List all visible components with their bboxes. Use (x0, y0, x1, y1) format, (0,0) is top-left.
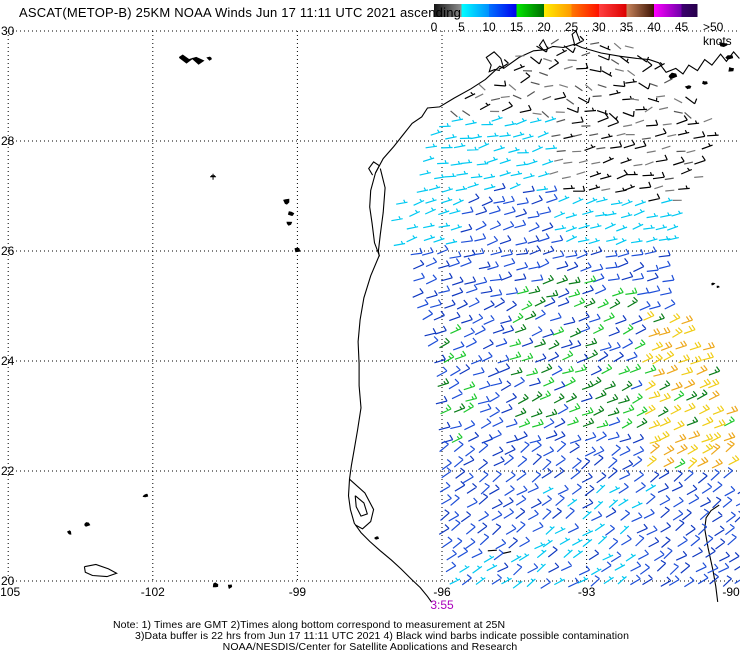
lat-tick-label: 22 (1, 464, 15, 478)
island-or-lake-blob (719, 42, 728, 48)
island-or-lake-blob (227, 584, 233, 589)
coastline-amistad-reservoir (178, 54, 205, 65)
island-or-lake-blob (66, 530, 72, 535)
colorbar-tick-label: 20 (537, 20, 551, 34)
wind-barbs-0f38c0 (412, 182, 740, 587)
colorbar-segment (654, 4, 682, 17)
colorbar-tick-label: 30 (592, 20, 606, 34)
island-or-lake-blob (283, 198, 290, 205)
lon-tick-label: -90 (722, 585, 740, 599)
island-or-lake-blob (725, 55, 734, 60)
page-title: ASCAT(METOP-B) 25KM NOAA Winds Jun 17 11… (19, 5, 462, 20)
colorbar-tick-label: 15 (509, 20, 524, 34)
note-line-1: Note: 1) Times are GMT 2)Times along bot… (113, 619, 506, 631)
wind-barbs-eda81c (648, 315, 739, 469)
wind-barbs-1ec82e (440, 275, 735, 469)
colorbar-tick-label: 10 (482, 20, 496, 34)
island-or-lake-blob (711, 282, 716, 286)
wind-barbs-1e4fd8 (410, 185, 740, 589)
island-or-lake-blob (728, 67, 735, 72)
lon-tick-label: -102 (140, 585, 165, 599)
colorbar-tick-label: 35 (619, 20, 634, 34)
note-line-2: 3)Data buffer is 22 hrs from Jun 17 11:1… (135, 630, 630, 642)
coastline-padre-island (377, 168, 386, 257)
colorbar-segment (434, 4, 462, 17)
colorbar-tick-label: 45 (674, 20, 689, 34)
colorbar-tick-label: 40 (647, 20, 661, 34)
wind-barbs-f0cd17 (642, 310, 740, 469)
coastline-yucatan (704, 504, 720, 602)
note-line-3: NOAA/NESDIS/Center for Satellite Applica… (222, 641, 518, 650)
reservoir-mark (210, 173, 217, 180)
colorbar-tick-label: 5 (458, 20, 465, 34)
coastline-sabine-lake (538, 38, 548, 52)
coastline-chapala-lake (83, 563, 118, 578)
colorbar-tick-label: 0 (430, 20, 438, 34)
colorbar-segment (681, 4, 698, 17)
island-or-lake-blob (142, 493, 149, 498)
colorbar-unit-label: >50 knots (703, 20, 732, 48)
lon-tick-label: -105 (0, 585, 21, 599)
coastline-tamiahua-island (354, 495, 368, 517)
wind-barbs-00c9f2 (391, 115, 683, 589)
island-or-lake-blob (206, 56, 212, 61)
island-or-lake-blob (684, 85, 692, 90)
island-or-lake-blob (374, 536, 380, 540)
lon-tick-label: -96 (433, 585, 451, 599)
coastline-tamiahua-barrier (349, 478, 375, 530)
coastline-galveston-bay (485, 51, 505, 73)
colorbar-segment (516, 4, 544, 17)
island-or-lake-blob (84, 522, 91, 527)
lat-tick-label: 24 (1, 354, 15, 368)
coastline-gulf-mainland (347, 43, 740, 603)
island-or-lake-blob (212, 582, 219, 588)
coastline-corpus-bay (368, 161, 381, 176)
lat-tick-label: 20 (1, 574, 15, 588)
lat-tick-label: 30 (1, 24, 15, 38)
lat-tick-label: 28 (1, 134, 15, 148)
colorbar-tick-label: 25 (564, 20, 579, 34)
colorbar-segment (626, 4, 654, 17)
lon-tick-label: -99 (288, 585, 307, 599)
lon-tick-label: -93 (577, 585, 596, 599)
island-or-lake-blob (286, 221, 293, 226)
island-or-lake-blob (668, 72, 678, 80)
colorbar-segment (461, 4, 489, 17)
lat-tick-label: 26 (1, 244, 15, 258)
island-or-lake-blob (294, 247, 301, 253)
island-or-lake-blob (287, 211, 295, 216)
colorbar-segment (544, 4, 572, 17)
time-annotation: 3:55 (430, 598, 454, 612)
wind-barbs-0a7d1a (437, 274, 721, 429)
island-or-lake-blob (716, 285, 720, 289)
colorbar-segment (489, 4, 517, 17)
wind-barbs-555555 (450, 38, 694, 181)
wind-barbs-000000 (464, 35, 719, 555)
coastline-calcasieu-lake (571, 30, 581, 45)
island-or-lake-blob (702, 80, 708, 85)
wind-barbs-7a7a7a (474, 42, 713, 201)
colorbar-segment (571, 4, 599, 17)
colorbar-segment (599, 4, 627, 17)
